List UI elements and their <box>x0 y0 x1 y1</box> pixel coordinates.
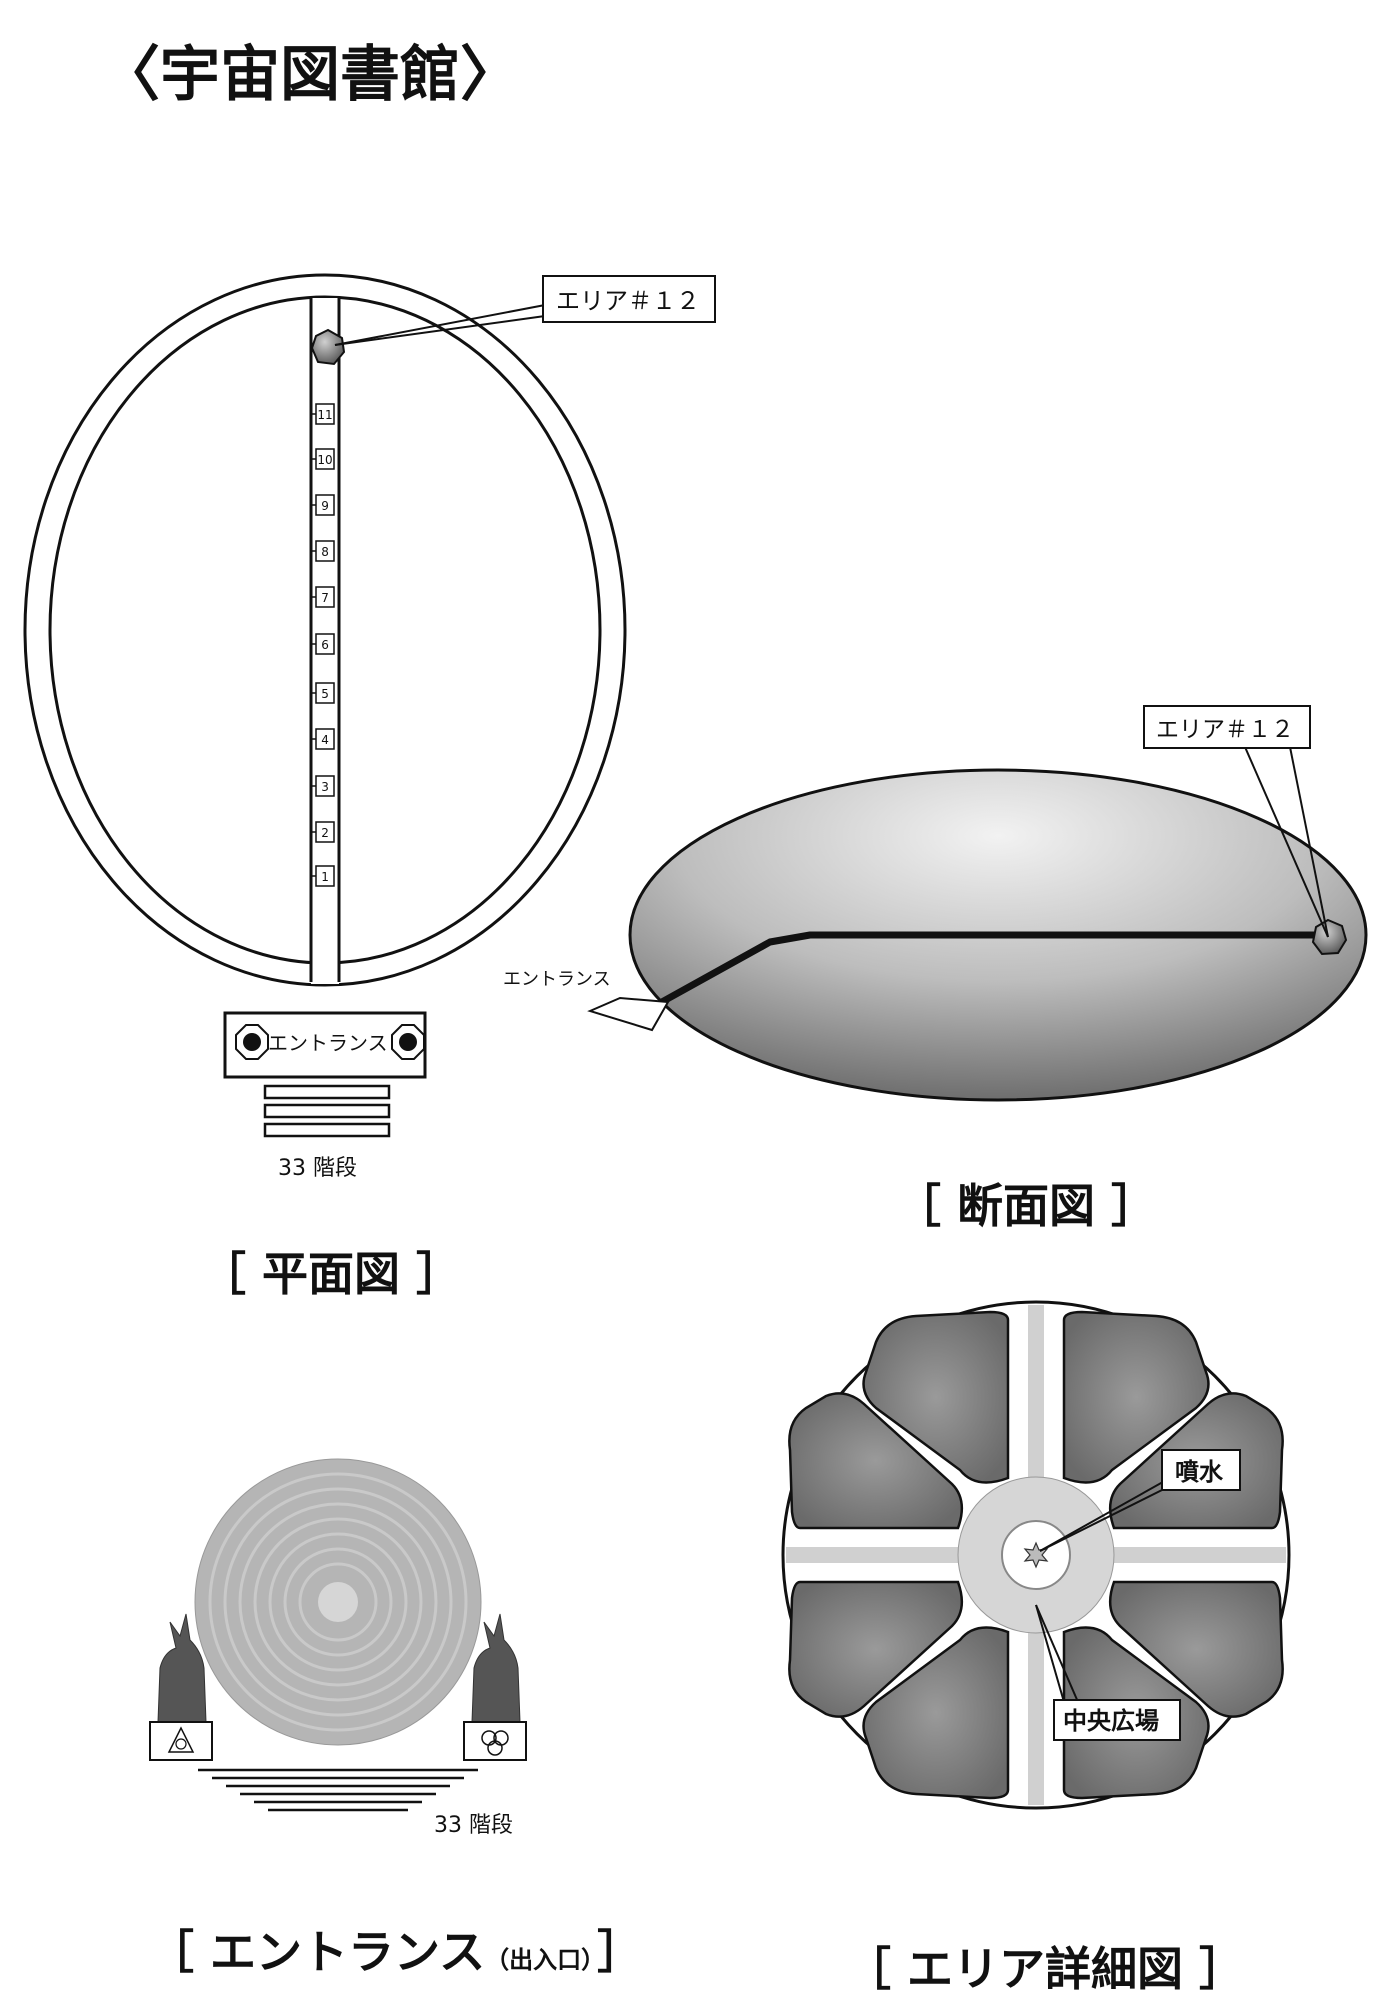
entrance-lamp-right <box>391 1024 425 1060</box>
section-caption: ［ 断面図 ］ <box>895 1179 1157 1233</box>
entrance-caption-main: ［ エントランス <box>148 1925 485 1979</box>
plan-area-marker <box>310 328 346 366</box>
section-entrance-ramp <box>587 996 670 1032</box>
plan-caption: ［ 平面図 ］ <box>200 1247 462 1301</box>
plan-area-label: エリア＃１２ <box>556 287 700 315</box>
plan-outer-ring <box>23 273 627 987</box>
plaza-label-box <box>1053 1699 1181 1741</box>
area-section-petal <box>788 1392 964 1530</box>
entrance-caption: ［ エントランス（出入口）］ <box>148 1925 643 1979</box>
area-detail-caption: ［ エリア詳細図 ］ <box>845 1942 1245 1996</box>
area-section-petal <box>1108 1580 1284 1718</box>
plan-step <box>263 1122 391 1138</box>
floor-marker: 8 <box>312 540 335 562</box>
entrance-stairs-label: 33 階段 <box>434 1813 513 1838</box>
section-view: エリア＃１２ エントランス ［ 断面図 ］ <box>503 705 1368 1233</box>
section-area-label: エリア＃１２ <box>1156 717 1294 743</box>
area-detail-view: 噴水 中央広場 ［ エリア詳細図 ］ <box>781 1300 1291 1996</box>
plan-view: エリア＃１２ 11 10 9 8 <box>23 273 716 1301</box>
section-area-label-box <box>1143 705 1311 749</box>
plan-step <box>263 1084 391 1100</box>
section-area-marker <box>1311 918 1348 956</box>
plan-step <box>263 1103 391 1119</box>
area-section-petal <box>788 1580 964 1718</box>
floor-marker: 1 <box>312 865 335 887</box>
entrance-caption-end: ］ <box>597 1925 643 1979</box>
floor-markers: 11 10 9 8 7 <box>312 403 335 887</box>
fountain-label: 噴水 <box>1175 1458 1224 1486</box>
section-corridor <box>658 931 1325 1007</box>
floor-marker: 9 <box>312 494 335 516</box>
floor-number: 3 <box>321 780 329 794</box>
fountain-label-box <box>1161 1449 1241 1491</box>
floor-marker: 6 <box>312 633 335 655</box>
guardian-statue-left-icon <box>149 1613 213 1761</box>
floor-number: 6 <box>321 638 329 652</box>
floor-marker: 5 <box>312 682 335 704</box>
area-section-petal <box>862 1310 1010 1484</box>
entrance-caption-sub: （出入口） <box>485 1946 593 1974</box>
floor-number: 1 <box>321 870 329 884</box>
floor-number: 7 <box>321 591 329 605</box>
floor-marker: 2 <box>312 821 335 843</box>
fountain-icon <box>1023 1541 1049 1569</box>
plan-stairs-label: 33 階段 <box>278 1156 357 1181</box>
floor-marker: 10 <box>312 448 335 470</box>
page-title: 〈宇宙図書館〉 <box>100 40 520 110</box>
floor-number: 11 <box>317 408 332 422</box>
plan-entrance-label: エントランス <box>268 1031 388 1055</box>
entrance-gate-disc <box>194 1458 482 1746</box>
area-section-petal <box>862 1626 1010 1800</box>
area-section-petal <box>1062 1310 1210 1484</box>
floor-number: 2 <box>321 826 329 840</box>
floor-number: 10 <box>317 453 332 467</box>
floor-marker: 4 <box>312 728 335 750</box>
floor-marker: 7 <box>312 586 335 608</box>
plaza-label: 中央広場 <box>1063 1707 1159 1735</box>
floor-marker: 11 <box>312 403 335 425</box>
floor-number: 5 <box>321 687 329 701</box>
section-entrance-label: エントランス <box>503 969 611 990</box>
floor-number: 9 <box>321 499 329 513</box>
guardian-statue-right-icon <box>463 1613 527 1761</box>
floor-number: 4 <box>321 733 329 747</box>
entrance-view: 33 階段 ［ エントランス（出入口）］ <box>148 1458 643 1979</box>
plan-area-label-box <box>542 275 716 323</box>
entrance-lamp-left <box>235 1024 269 1060</box>
floor-marker: 3 <box>312 775 335 797</box>
floor-number: 8 <box>321 545 329 559</box>
